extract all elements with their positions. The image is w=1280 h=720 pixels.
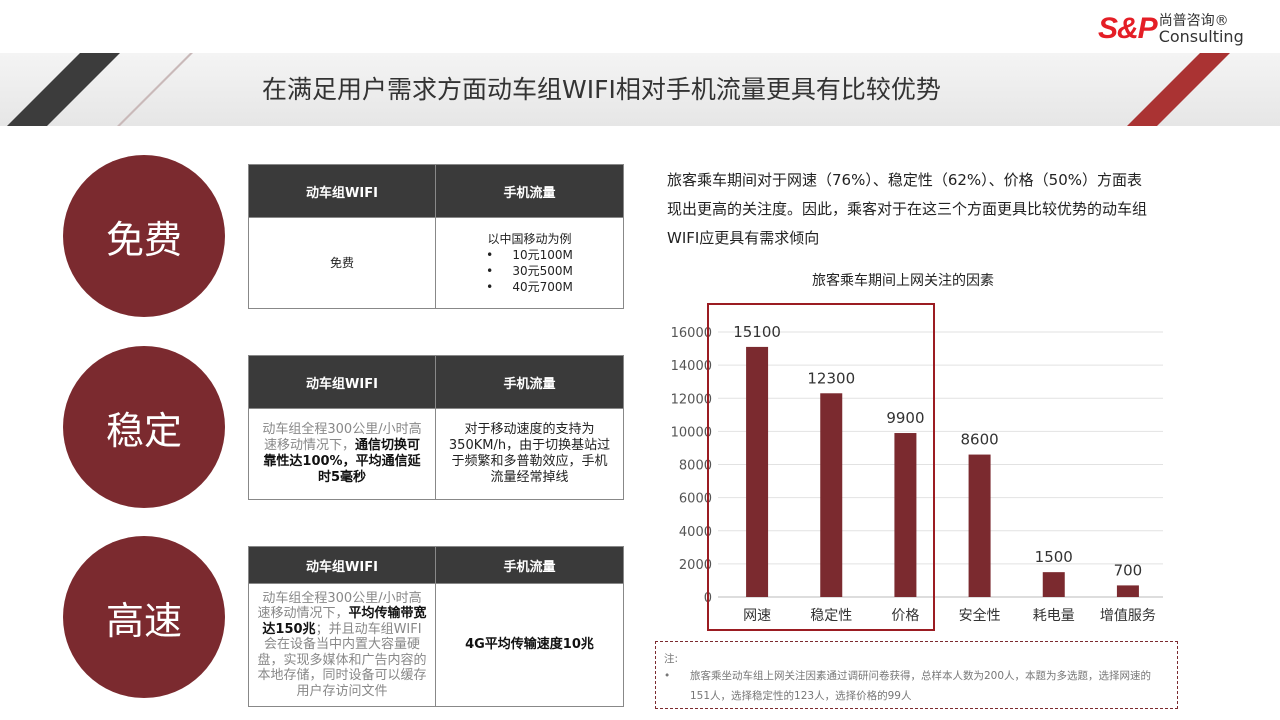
y-tick-label: 14000: [671, 359, 712, 374]
y-tick-label: 10000: [671, 425, 712, 440]
table-fast: 动车组WIFI 手机流量 动车组全程300公里/小时高速移动情况下，平均传输带宽达…: [248, 546, 624, 707]
bullet: • 40元700M: [486, 280, 573, 294]
page-title: 在满足用户需求方面动车组WIFI相对手机流量更具有比较优势: [262, 75, 941, 104]
y-tick-label: 4000: [679, 525, 712, 540]
header-band: [0, 53, 1280, 126]
logo-en: Consulting: [1158, 27, 1244, 46]
cell-wifi: 动车组全程300公里/小时高速移动情况下，通信切换可靠性达100%，平均通信延时…: [248, 408, 436, 500]
col-mobile: 手机流量: [435, 355, 624, 409]
circle-stable: 稳定: [63, 346, 225, 508]
col-wifi: 动车组WIFI: [248, 355, 436, 409]
bar: [1116, 585, 1139, 597]
note-box: 注: • 旅客乘坐动车组上网关注因素通过调研问卷获得，总样本人数为200人，本题为…: [655, 641, 1178, 709]
x-tick-label: 价格: [891, 608, 919, 624]
x-tick-label: 安全性: [959, 607, 1001, 624]
cell-mobile: 以中国移动为例 • 10元100M • 30元500M • 40元700M: [435, 217, 624, 309]
y-tick-label: 12000: [671, 392, 712, 407]
y-tick-label: 8000: [679, 459, 712, 474]
cell-mobile: 4G平均传输速度10兆: [435, 583, 624, 707]
intro: 以中国移动为例: [487, 232, 572, 246]
highlight-box: [707, 303, 935, 631]
x-tick-label: 网速: [743, 608, 771, 624]
table-stable: 动车组WIFI 手机流量 动车组全程300公里/小时高速移动情况下，通信切换可靠性…: [248, 355, 624, 500]
y-tick-label: 2000: [679, 558, 712, 573]
note-text: 旅客乘坐动车组上网关注因素通过调研问卷获得，总样本人数为200人，本题为多选题，…: [690, 670, 1152, 702]
bar: [746, 346, 769, 597]
data-label: 1500: [1035, 548, 1073, 566]
y-tick-label: 16000: [671, 326, 712, 341]
table-free: 动车组WIFI 手机流量 免费 以中国移动为例 • 10元100M • 30元50…: [248, 164, 624, 309]
bar: [1042, 572, 1065, 597]
chart-title: 旅客乘车期间上网关注的因素: [812, 273, 994, 289]
logo-cn: 尚普咨询®: [1158, 13, 1229, 29]
data-label: 12300: [807, 369, 855, 387]
data-label: 9900: [886, 409, 924, 427]
y-tick-label: 6000: [679, 492, 712, 507]
logo: S&P 尚普咨询® Consulting: [1098, 12, 1244, 46]
data-label: 15100: [733, 323, 781, 341]
col-mobile: 手机流量: [435, 546, 624, 584]
col-wifi: 动车组WIFI: [248, 164, 436, 218]
bullet: • 10元100M: [486, 248, 573, 262]
circle-fast: 高速: [63, 536, 225, 698]
bullet: • 30元500M: [486, 264, 573, 278]
col-wifi: 动车组WIFI: [248, 546, 436, 584]
bar: [968, 454, 991, 597]
x-tick-label: 增值服务: [1100, 608, 1156, 624]
circle-free: 免费: [63, 155, 225, 317]
bar: [894, 433, 917, 597]
col-mobile: 手机流量: [435, 164, 624, 218]
cell-wifi: 动车组全程300公里/小时高速移动情况下，平均传输带宽达150兆；并且动车组WI…: [248, 583, 436, 707]
cell-wifi: 免费: [248, 217, 436, 309]
x-tick-label: 稳定性: [810, 608, 852, 624]
bar: [820, 393, 843, 597]
data-label: 700: [1114, 561, 1143, 579]
cell-mobile: 对于移动速度的支持为350KM/h，由于切换基站过于频繁和多普勒效应，手机流量经…: [435, 408, 624, 500]
note-label: 注:: [664, 653, 679, 665]
x-tick-label: 耗电量: [1033, 608, 1075, 624]
data-label: 8600: [960, 431, 998, 449]
y-tick-label: 0: [704, 591, 712, 606]
logo-mark: S&P: [1098, 12, 1158, 45]
description: 旅客乘车期间对于网速（76%）、稳定性（62%）、价格（50%）方面表现出更高的…: [667, 171, 1148, 247]
